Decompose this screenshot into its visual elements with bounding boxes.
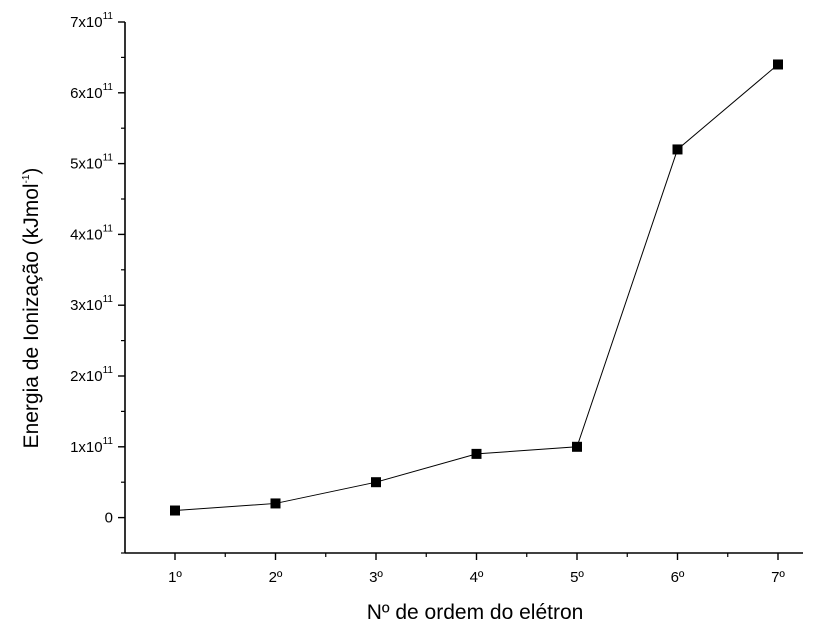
- y-tick-label-exponent: 11: [103, 365, 114, 376]
- y-tick-label-exponent: 11: [103, 153, 114, 164]
- y-tick-label-base: 4x10: [70, 226, 103, 243]
- y-tick-label-exponent: 11: [103, 294, 114, 305]
- axes: [124, 22, 803, 554]
- y-axis-title: Energia de Ionização (kJmol-1): [20, 168, 43, 449]
- data-point-marker: [471, 448, 482, 459]
- series: [170, 59, 783, 516]
- y-tick-label: 1x1011: [70, 436, 113, 456]
- y-tick-label-base: 1x10: [70, 439, 103, 456]
- data-point-marker: [672, 144, 683, 155]
- x-tick-label: 5º: [570, 569, 584, 586]
- y-tick-label-base: 2x10: [70, 368, 103, 385]
- x-tick-label: 4º: [470, 569, 484, 586]
- y-axis-title-sup: -1: [21, 174, 32, 183]
- data-point-marker: [170, 505, 180, 516]
- y-axis-title-main: Energia de Ionização (kJmol: [20, 183, 43, 448]
- x-tick-label: 2º: [269, 569, 283, 586]
- y-tick-label: 6x1011: [70, 82, 113, 102]
- y-tick-label-exponent: 11: [103, 82, 114, 93]
- data-point-marker: [773, 59, 783, 70]
- series-line: [174, 64, 779, 512]
- x-axis-title: Nº de ordem do elétron: [367, 601, 584, 624]
- y-tick-label-base: 0: [105, 510, 113, 527]
- ticks: 01x10112x10113x10114x10115x10116x10117x1…: [70, 11, 785, 586]
- x-tick-label: 6º: [671, 569, 685, 586]
- y-tick-label-base: 5x10: [70, 156, 103, 173]
- y-tick-label: 7x1011: [70, 11, 113, 31]
- x-tick-label: 3º: [369, 569, 383, 586]
- y-tick-label-base: 7x10: [70, 14, 103, 31]
- y-tick-label-base: 3x10: [70, 297, 103, 314]
- data-point-marker: [270, 498, 281, 509]
- y-tick-label: 0: [105, 510, 113, 527]
- y-tick-label-exponent: 11: [103, 11, 114, 22]
- y-axis-title-close: ): [20, 168, 43, 175]
- data-point-marker: [572, 441, 582, 452]
- data-point-marker: [371, 477, 381, 488]
- x-tick-label: 1º: [168, 569, 182, 586]
- y-tick-label: 4x1011: [70, 223, 113, 243]
- y-tick-label-exponent: 11: [103, 436, 114, 447]
- y-tick-label: 5x1011: [70, 153, 113, 173]
- y-tick-label-exponent: 11: [103, 223, 114, 234]
- y-tick-label: 3x1011: [70, 294, 113, 314]
- x-tick-label: 7º: [771, 569, 785, 586]
- y-tick-label: 2x1011: [70, 365, 113, 385]
- y-tick-label-base: 6x10: [70, 85, 103, 102]
